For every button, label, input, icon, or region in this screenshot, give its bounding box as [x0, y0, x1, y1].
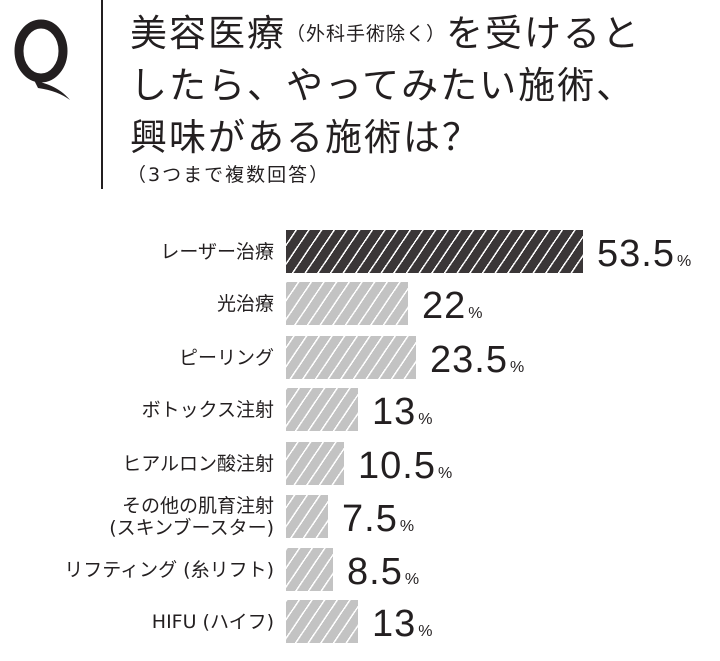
bar-label: その他の肌育注射 (スキンブースター) [109, 495, 274, 539]
bar-value-unit: % [509, 359, 525, 376]
bar-row: レーザー治療 53.5% [0, 230, 720, 276]
bar-value-unit: % [399, 518, 415, 535]
bar-value-number: 22 [422, 285, 467, 327]
bar-row: ボトックス注射 13% [0, 388, 720, 434]
bar-label: HIFU (ハイフ) [152, 600, 274, 644]
bar [286, 600, 358, 643]
q-mark-logo [12, 14, 72, 100]
bar-row: リフティング (糸リフト) 8.5% [0, 548, 720, 594]
bar-value: 23.5% [430, 338, 524, 382]
bar-label-line: ピーリング [178, 347, 274, 369]
bar-row: その他の肌育注射 (スキンブースター) 7.5% [0, 495, 720, 541]
bar [286, 230, 583, 273]
question-subtitle: （3つまで複数回答） [127, 164, 331, 186]
bar-label-line: (スキンブースター) [109, 517, 274, 539]
bar-value-unit: % [437, 465, 453, 482]
bar [286, 336, 416, 379]
bar-label-line: HIFU (ハイフ) [151, 611, 274, 633]
title-note-text: （外科手術除く） [286, 23, 447, 45]
bar-label-line: レーザー治療 [160, 241, 274, 263]
bar-label: ボトックス注射 [142, 388, 274, 432]
bar-label: ピーリング [179, 336, 274, 380]
bar-value-number: 7.5 [342, 498, 398, 540]
bar-value-unit: % [404, 571, 420, 588]
bar-row: ピーリング 23.5% [0, 336, 720, 382]
bar [286, 495, 328, 538]
title-line-1: 美容医療（外科手術除く）を受けると [130, 8, 710, 60]
bar [286, 388, 358, 431]
title-line-3: 興味がある施術は？ [130, 116, 481, 159]
bar-value-number: 53.5 [597, 233, 675, 275]
bar-value-number: 8.5 [347, 551, 403, 593]
bar-value-unit: % [676, 253, 692, 270]
bar-row: HIFU (ハイフ) 13% [0, 600, 720, 646]
title-main-text: 美容医療 [130, 12, 286, 55]
bar-value: 13% [372, 390, 433, 434]
bar-value: 13% [372, 602, 433, 646]
bar-row: ヒアルロン酸注射 10.5% [0, 442, 720, 488]
bar-value: 8.5% [347, 550, 419, 594]
question-title: 美容医療（外科手術除く）を受けると したら、やってみたい施術、 興味がある施術は… [130, 8, 710, 164]
bar-value: 10.5% [358, 444, 452, 488]
bar [286, 282, 408, 325]
bar-label-line: リフティング (糸リフト) [64, 559, 274, 581]
bar-value-number: 23.5 [430, 339, 508, 381]
bar-value-unit: % [418, 411, 433, 428]
bar-label-line: 光治療 [216, 293, 274, 315]
bar-value-number: 10.5 [358, 445, 436, 487]
bar-value-unit: % [468, 305, 483, 322]
bar-value-unit: % [418, 623, 433, 640]
bar [286, 548, 333, 591]
bar-label: 光治療 [217, 282, 274, 326]
bar-value: 22% [422, 284, 483, 328]
bar-label: リフティング (糸リフト) [64, 548, 274, 592]
q-letter-icon [14, 19, 70, 100]
bar-label-line: ヒアルロン酸注射 [122, 453, 274, 475]
bar-label-line: その他の肌育注射 [121, 495, 274, 517]
bar-label: レーザー治療 [160, 230, 274, 274]
bar-value-number: 13 [372, 391, 417, 433]
bar-row: 光治療 22% [0, 282, 720, 328]
bar-label: ヒアルロン酸注射 [122, 442, 274, 486]
title-line-2: したら、やってみたい施術、 [130, 64, 636, 107]
bar-value: 53.5% [597, 232, 691, 276]
title-rest-text: を受けると [446, 12, 642, 55]
bar-value: 7.5% [342, 497, 414, 541]
bar [286, 442, 344, 485]
bar-value-number: 13 [372, 603, 417, 645]
header-divider [101, 0, 103, 189]
bar-label-line: ボトックス注射 [141, 399, 274, 421]
